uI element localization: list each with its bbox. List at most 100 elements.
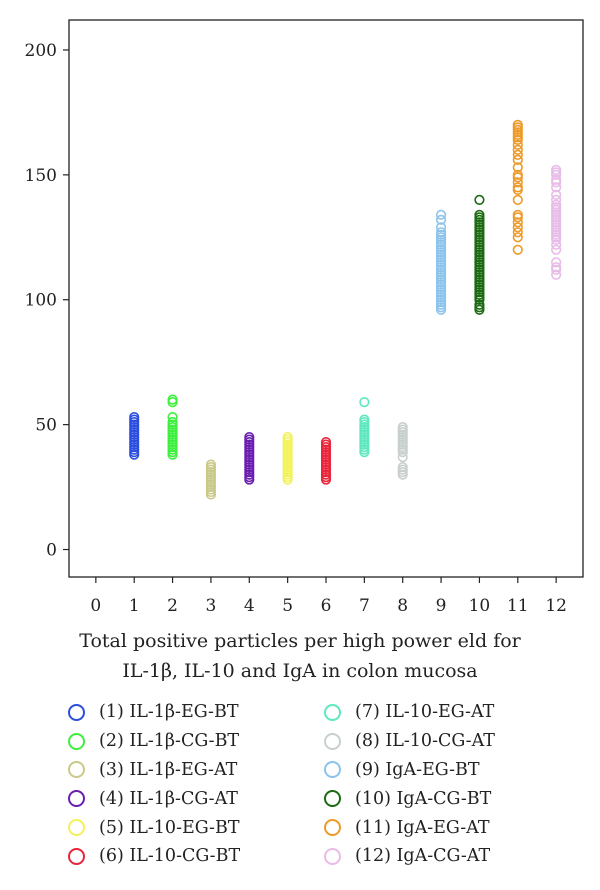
x-axis: 0 1 2 3 4 5 6 7 8 9 10 11 12 xyxy=(90,577,567,616)
x-tick-label: 9 xyxy=(436,596,447,616)
data-point xyxy=(512,232,523,243)
legend-label: (8) IL-10-CG-AT xyxy=(355,731,495,752)
data-point xyxy=(512,177,523,188)
legend-item: (10) IgA-CG-BT xyxy=(324,784,495,813)
legend-marker-icon xyxy=(68,703,85,721)
data-point xyxy=(512,244,523,255)
data-point xyxy=(551,239,562,250)
x-tick-label: 4 xyxy=(244,596,255,616)
legend-marker-icon xyxy=(68,790,85,808)
data-point xyxy=(551,199,562,210)
x-tick-label: 5 xyxy=(282,596,293,616)
y-tick-label: 150 xyxy=(25,166,57,186)
legend-item: (2) IL-1β-CG-BT xyxy=(68,727,240,756)
data-point xyxy=(512,139,523,150)
data-point xyxy=(512,222,523,233)
series-7 xyxy=(359,397,370,458)
x-tick-label: 10 xyxy=(469,596,491,616)
legend-label: (2) IL-1β-CG-BT xyxy=(99,731,240,752)
legend-item: (12) IgA-CG-AT xyxy=(324,842,495,871)
data-point xyxy=(474,209,485,220)
data-point xyxy=(167,412,178,423)
y-tick-label: 200 xyxy=(25,41,57,61)
data-point xyxy=(359,414,370,425)
legend-item: (1) IL-1β-EG-BT xyxy=(68,698,240,727)
legend-marker-icon xyxy=(324,847,341,865)
data-point xyxy=(512,194,523,205)
series-3 xyxy=(205,459,217,500)
series-9 xyxy=(435,209,447,315)
data-point xyxy=(551,182,562,193)
data-point xyxy=(512,182,523,193)
legend-label: (6) IL-10-CG-BT xyxy=(99,846,241,867)
data-point xyxy=(512,144,523,155)
y-tick-label: 0 xyxy=(46,541,57,561)
data-point xyxy=(435,209,447,220)
series-12 xyxy=(551,164,562,280)
series-11 xyxy=(512,119,523,255)
data-point xyxy=(167,394,178,405)
legend-label: (12) IgA-CG-AT xyxy=(355,846,491,867)
legend-item: (8) IL-10-CG-AT xyxy=(324,727,495,756)
legend-label: (4) IL-1β-CG-AT xyxy=(99,788,238,809)
legend-marker-icon xyxy=(68,847,85,865)
x-tick-label: 6 xyxy=(321,596,332,616)
data-point xyxy=(435,227,447,238)
data-point xyxy=(551,244,562,255)
data-point xyxy=(435,214,447,225)
legend-column-left: (1) IL-1β-EG-BT (2) IL-1β-CG-BT (3) IL-1β-… xyxy=(68,698,240,871)
x-tick-label: 2 xyxy=(167,596,178,616)
y-tick-label: 100 xyxy=(25,291,57,311)
data-point xyxy=(359,397,370,408)
x-tick-label: 8 xyxy=(397,596,408,616)
data-point xyxy=(435,222,447,233)
x-axis-label-line-1: Total positive particles per high power … xyxy=(79,630,521,652)
legend-item: (9) IgA-EG-BT xyxy=(324,756,495,785)
series-4 xyxy=(244,432,255,485)
legend-label: (5) IL-10-EG-BT xyxy=(99,817,240,838)
series-1 xyxy=(129,412,140,460)
series-5 xyxy=(282,432,293,485)
legend-label: (7) IL-10-EG-AT xyxy=(355,702,495,723)
data-point xyxy=(551,164,562,175)
x-tick-label: 3 xyxy=(206,596,217,616)
legend-marker-icon xyxy=(68,761,85,779)
legend-marker-icon xyxy=(324,703,341,721)
data-point xyxy=(129,412,140,423)
x-tick-label: 1 xyxy=(129,596,140,616)
legend-label: (11) IgA-EG-AT xyxy=(355,817,490,838)
legend-label: (3) IL-1β-EG-AT xyxy=(99,759,238,780)
legend-marker-icon xyxy=(68,819,85,837)
data-point xyxy=(474,194,485,205)
legend-marker-icon xyxy=(324,790,341,808)
series-8 xyxy=(397,422,408,480)
legend-item: (11) IgA-EG-AT xyxy=(324,813,495,842)
x-tick-label: 12 xyxy=(545,596,567,616)
data-point xyxy=(512,209,523,220)
data-point xyxy=(244,432,255,443)
data-point xyxy=(474,299,485,310)
legend-marker-icon xyxy=(68,732,85,750)
data-point xyxy=(512,119,523,131)
data-point xyxy=(512,149,523,160)
legend-item: (6) IL-10-CG-BT xyxy=(68,842,240,871)
x-axis-label-line-2: IL-1β, IL-10 and IgA in colon mucosa xyxy=(122,660,478,682)
plot-frame xyxy=(68,19,584,578)
data-point xyxy=(512,162,523,173)
series-2 xyxy=(167,394,178,460)
legend-item: (5) IL-10-EG-BT xyxy=(68,813,240,842)
data-point xyxy=(551,174,562,185)
x-tick-label: 0 xyxy=(90,596,101,616)
legend-item: (7) IL-10-EG-AT xyxy=(324,698,495,727)
data-point xyxy=(320,437,332,448)
data-points xyxy=(129,119,562,500)
data-point xyxy=(512,227,523,238)
legend-item: (3) IL-1β-EG-AT xyxy=(68,756,240,785)
x-tick-label: 7 xyxy=(359,596,370,616)
legend-label: (9) IgA-EG-BT xyxy=(355,759,480,780)
data-point xyxy=(397,452,408,463)
y-tick-label: 50 xyxy=(35,416,57,436)
data-point xyxy=(205,459,217,470)
data-point xyxy=(397,461,408,473)
